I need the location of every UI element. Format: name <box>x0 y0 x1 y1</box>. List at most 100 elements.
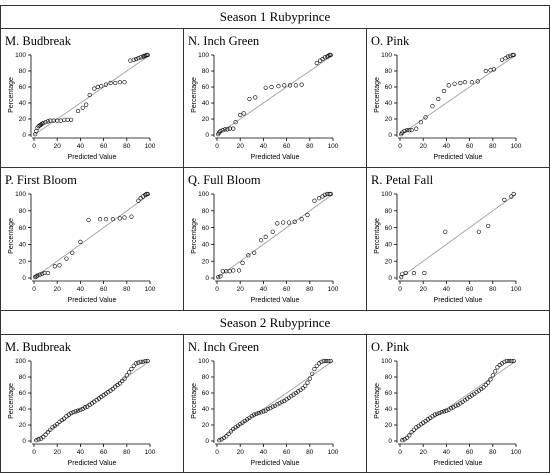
x-tick-label: 100 <box>145 286 156 293</box>
data-point <box>312 198 317 203</box>
data-point <box>110 386 115 392</box>
x-tick-label: 40 <box>260 449 268 456</box>
data-point <box>220 128 225 133</box>
y-tick-label: 80 <box>19 208 27 215</box>
x-tick-label: 80 <box>306 143 314 150</box>
data-point <box>95 84 100 90</box>
data-point <box>80 105 85 110</box>
data-point <box>453 403 458 408</box>
y-tick-label: 40 <box>385 406 393 413</box>
y-tick-label: 0 <box>205 438 209 445</box>
data-point <box>481 385 486 390</box>
data-point <box>411 270 417 276</box>
y-tick-label: 60 <box>202 84 210 91</box>
x-tick-label: 100 <box>145 143 156 150</box>
data-point <box>133 56 139 62</box>
x-tick-label: 60 <box>466 143 474 150</box>
y-tick-label: 100 <box>198 191 209 198</box>
data-point <box>236 268 242 273</box>
data-point <box>140 359 146 364</box>
y-tick-label: 100 <box>15 191 26 198</box>
data-point <box>305 212 310 218</box>
data-point <box>292 219 297 224</box>
data-point <box>407 433 412 438</box>
reference-line <box>33 54 151 136</box>
panel-title-s1-r: R. Petal Fall <box>371 173 434 187</box>
data-point <box>69 410 74 416</box>
data-point <box>491 67 497 72</box>
y-tick-label: 60 <box>202 225 210 232</box>
y-axis-label: Percentage <box>8 218 15 254</box>
data-point <box>45 270 51 276</box>
data-point <box>143 358 148 364</box>
data-point <box>263 85 268 90</box>
data-point <box>241 111 246 116</box>
chart-panel-0: 0 20 40 60 80 100 0 20 40 60 80 100 Predicted Value P… <box>8 52 156 161</box>
data-point <box>499 57 505 62</box>
y-tick-label: 80 <box>202 68 210 75</box>
x-tick-label: 0 <box>215 143 219 150</box>
data-point <box>145 191 150 197</box>
data-point <box>143 53 148 58</box>
x-tick-label: 40 <box>443 286 451 293</box>
data-point <box>233 120 238 125</box>
y-tick-label: 80 <box>19 68 27 75</box>
data-point <box>275 221 280 226</box>
data-point <box>145 52 150 58</box>
y-tick-label: 40 <box>19 406 27 413</box>
x-tick-label: 40 <box>77 143 85 150</box>
data-point <box>400 438 405 443</box>
x-tick-label: 0 <box>32 286 36 293</box>
data-point <box>35 273 40 278</box>
data-point <box>316 196 322 201</box>
x-axis-label: Predicted Value <box>68 460 117 467</box>
y-tick-label: 40 <box>385 100 393 107</box>
data-point <box>86 217 91 223</box>
y-tick-label: 100 <box>381 52 392 59</box>
data-point <box>307 376 312 381</box>
x-axis-label: Predicted Value <box>434 460 483 467</box>
y-tick-label: 20 <box>19 422 27 429</box>
data-point <box>40 271 45 276</box>
data-point <box>319 359 324 364</box>
data-point <box>299 82 304 87</box>
x-tick-label: 20 <box>54 449 62 456</box>
data-point <box>509 358 514 364</box>
data-point <box>281 220 286 225</box>
data-point <box>45 119 51 124</box>
data-point <box>133 361 139 366</box>
x-tick-label: 80 <box>306 449 314 456</box>
data-point <box>511 358 516 364</box>
data-point <box>409 430 414 435</box>
data-point <box>43 432 48 437</box>
y-tick-label: 0 <box>205 275 209 282</box>
x-axis-label: Predicted Value <box>68 154 117 161</box>
chart-panel-3: 0 20 40 60 80 100 0 20 40 60 80 100 Predicted Value P… <box>8 191 156 304</box>
data-point <box>444 408 449 413</box>
y-tick-label: 80 <box>385 68 393 75</box>
y-tick-label: 40 <box>202 100 210 107</box>
y-tick-label: 20 <box>385 422 393 429</box>
data-point <box>103 217 109 222</box>
y-tick-label: 80 <box>19 374 27 381</box>
data-point <box>218 128 223 134</box>
data-point <box>48 427 53 432</box>
chart-panel-8: 0 20 40 60 80 100 0 20 40 60 80 100 Predicted Value P… <box>374 358 522 467</box>
data-point <box>78 239 83 244</box>
data-point <box>258 238 264 243</box>
data-point <box>511 52 516 58</box>
data-point <box>328 52 333 58</box>
y-tick-label: 60 <box>202 390 210 397</box>
data-point <box>502 197 507 202</box>
data-point <box>224 434 229 439</box>
chart-panel-6: 0 20 40 60 80 100 0 20 40 60 80 100 Predicted Value P… <box>8 358 156 467</box>
data-point <box>252 250 257 255</box>
data-point <box>226 431 231 436</box>
y-tick-label: 20 <box>385 258 393 265</box>
data-point <box>131 57 136 62</box>
data-point <box>75 108 81 114</box>
data-point <box>328 191 333 197</box>
y-axis-label: Percentage <box>374 218 381 254</box>
data-point <box>117 80 122 85</box>
data-point <box>310 371 315 376</box>
